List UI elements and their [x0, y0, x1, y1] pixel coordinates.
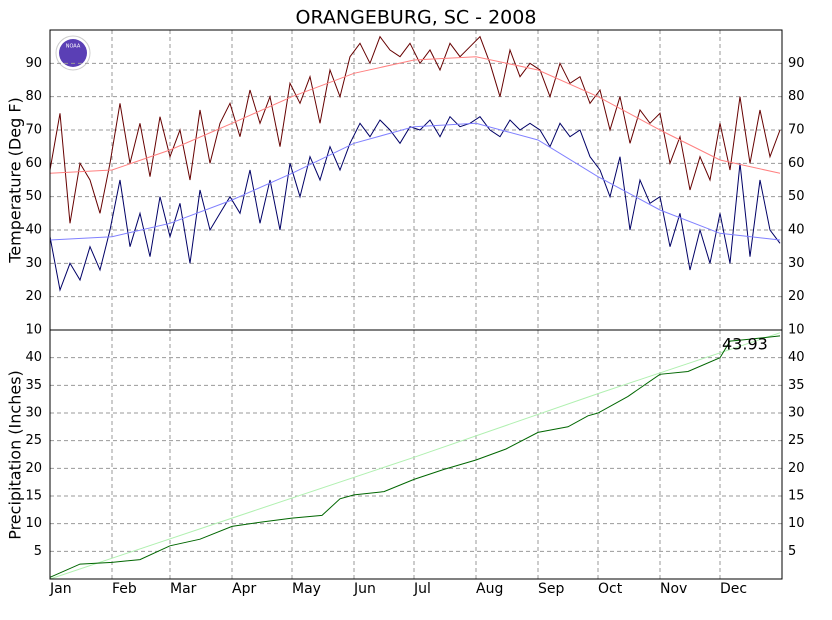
y-tick-label: 90 — [25, 56, 42, 71]
x-tick-label: Jul — [413, 581, 431, 597]
x-tick-label: Apr — [232, 581, 256, 597]
y-tick-label: 80 — [25, 89, 42, 104]
y-tick-label: 10 — [788, 323, 805, 338]
y-tick-label: 80 — [788, 89, 805, 104]
y-tick-label: 20 — [788, 289, 805, 304]
y-tick-label: 60 — [788, 156, 805, 171]
y-tick-label: 10 — [25, 323, 42, 338]
y-tick-label: 30 — [788, 256, 805, 271]
y-tick-label: 35 — [788, 378, 805, 393]
y-tick-label: 20 — [25, 461, 42, 476]
chart-title: ORANGEBURG, SC - 2008 — [296, 7, 537, 29]
y-tick-label: 40 — [25, 223, 42, 238]
data-line — [49, 56, 781, 174]
y-tick-label: 50 — [25, 189, 42, 204]
y-tick-label: 30 — [788, 406, 805, 421]
data-line — [49, 122, 781, 241]
logo-text: NOAA — [66, 44, 81, 50]
plot-frame — [49, 29, 783, 331]
y-tick-label: 50 — [788, 189, 805, 204]
x-tick-label: Aug — [476, 581, 503, 597]
y-tick-label: 40 — [788, 350, 805, 365]
y-tick-label: 10 — [25, 516, 42, 531]
y-tick-label: 5 — [34, 544, 42, 559]
annotation: 43.93 — [722, 335, 768, 354]
data-line — [49, 335, 781, 578]
y-tick-label: 25 — [788, 433, 805, 448]
y-tick-label: 30 — [25, 256, 42, 271]
x-tick-label: Jan — [49, 581, 72, 597]
x-tick-label: Nov — [660, 581, 687, 597]
y-tick-label: 70 — [788, 123, 805, 138]
y-tick-label: 20 — [25, 289, 42, 304]
y-tick-label: 30 — [25, 406, 42, 421]
plot-frame — [49, 329, 783, 580]
x-tick-label: Oct — [598, 581, 623, 597]
y-tick-label: 20 — [788, 461, 805, 476]
y-axis-label: Precipitation (Inches) — [6, 370, 25, 540]
x-tick-label: Sep — [538, 581, 565, 597]
y-tick-label: 60 — [25, 156, 42, 171]
y-tick-label: 15 — [788, 489, 805, 504]
y-tick-label: 10 — [788, 516, 805, 531]
x-tick-label: May — [292, 581, 321, 597]
x-tick-label: Dec — [720, 581, 747, 597]
logo-disc — [59, 39, 87, 67]
data-line — [49, 35, 781, 224]
logo: NOAA — [55, 35, 91, 71]
y-tick-label: 35 — [25, 378, 42, 393]
y-tick-label: 25 — [25, 433, 42, 448]
data-line — [49, 115, 781, 292]
data-line — [49, 332, 781, 580]
y-tick-label: 15 — [25, 489, 42, 504]
x-tick-label: Jun — [353, 581, 376, 597]
y-axis-label: Temperature (Deg F) — [6, 97, 25, 264]
x-tick-label: Mar — [170, 581, 197, 597]
y-tick-label: 70 — [25, 123, 42, 138]
y-tick-label: 40 — [788, 223, 805, 238]
y-tick-label: 90 — [788, 56, 805, 71]
y-tick-label: 5 — [788, 544, 796, 559]
y-tick-label: 40 — [25, 350, 42, 365]
x-tick-label: Feb — [112, 581, 137, 597]
